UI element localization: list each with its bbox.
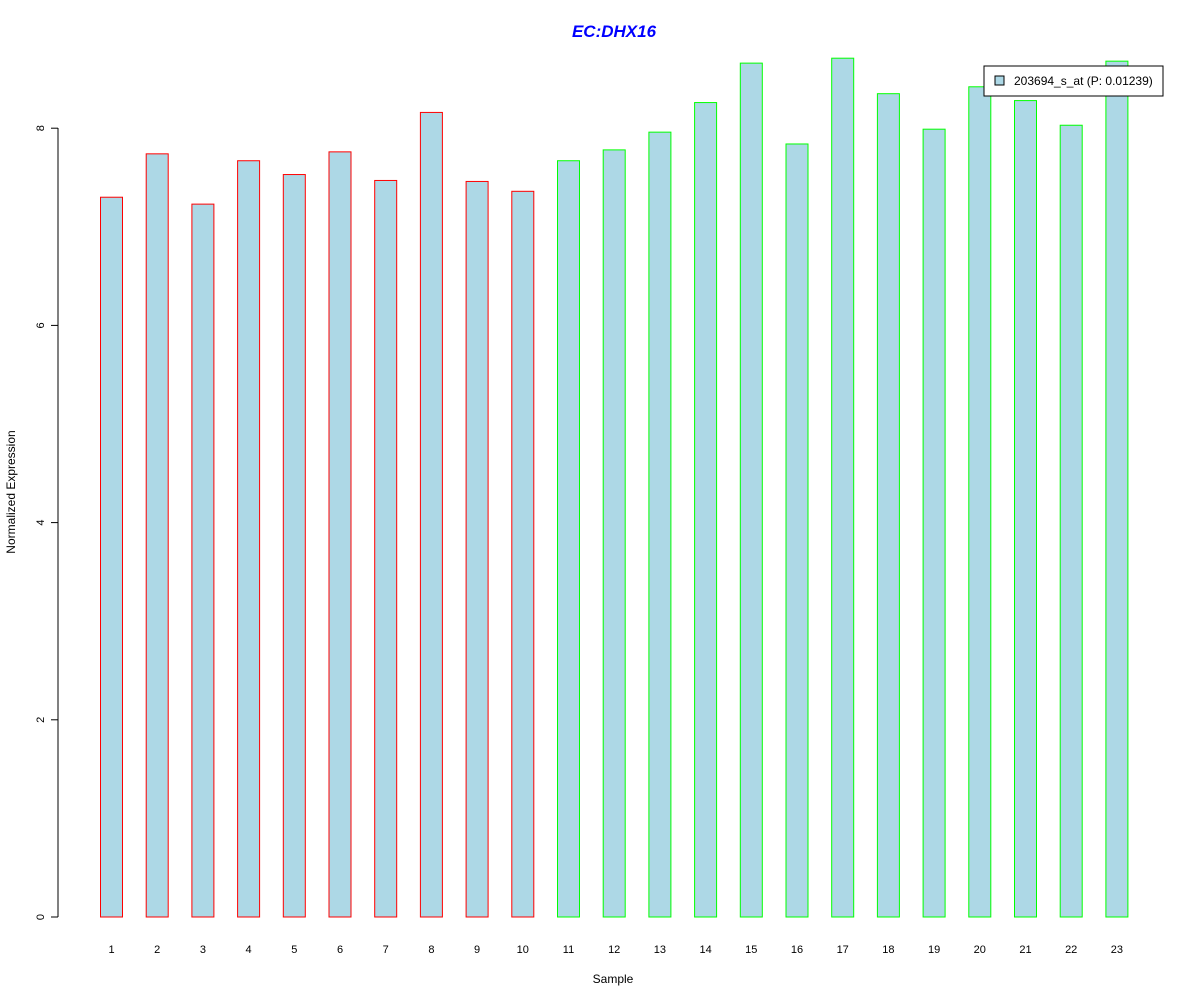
bar-sample-2	[145, 153, 169, 918]
bar-sample-13	[648, 131, 672, 918]
x-tick-label: 16	[791, 944, 803, 956]
bar-sample-6	[328, 151, 352, 918]
y-tick-label: 6	[35, 322, 47, 328]
bar-sample-18	[876, 93, 900, 918]
legend: 203694_s_at (P: 0.01239)	[983, 65, 1164, 97]
x-tick-label: 2	[154, 944, 160, 956]
bar-sample-22	[1059, 124, 1083, 918]
x-axis-title: Sample	[593, 972, 634, 986]
bar-sample-20	[968, 86, 992, 918]
bar-sample-9	[465, 180, 489, 918]
legend-label: 203694_s_at (P: 0.01239)	[1014, 74, 1153, 88]
bar-sample-1	[100, 196, 123, 918]
bar-sample-15	[739, 62, 763, 918]
bar-sample-11	[557, 160, 580, 918]
bar-sample-12	[602, 149, 626, 918]
bar-sample-17	[831, 57, 855, 918]
x-tick-label: 13	[654, 944, 666, 956]
x-tick-label: 7	[383, 944, 389, 956]
bar-sample-23	[1105, 60, 1129, 918]
x-tick-label: 3	[200, 944, 206, 956]
x-tick-label: 19	[928, 944, 940, 956]
y-tick-label: 0	[35, 914, 47, 920]
y-tick-label: 2	[35, 717, 47, 723]
chart-title: EC:DHX16	[572, 22, 657, 41]
x-tick-label: 17	[837, 944, 849, 956]
bar-sample-4	[237, 160, 261, 918]
x-tick-label: 12	[608, 944, 620, 956]
y-tick-label: 4	[35, 520, 47, 526]
x-tick-label: 4	[246, 944, 252, 956]
x-tick-label: 22	[1065, 944, 1077, 956]
x-tick-label: 5	[291, 944, 297, 956]
x-tick-label: 23	[1111, 944, 1123, 956]
x-tick-label: 1	[108, 944, 114, 956]
y-tick-label: 8	[35, 125, 47, 131]
x-tick-label: 10	[517, 944, 529, 956]
bars-group	[100, 57, 1129, 918]
bar-sample-3	[191, 203, 215, 918]
bar-sample-16	[785, 143, 809, 918]
bar-sample-5	[282, 174, 306, 918]
x-tick-label: 21	[1019, 944, 1031, 956]
bar-sample-10	[511, 190, 535, 918]
x-tick-label: 6	[337, 944, 343, 956]
x-tick-label: 20	[974, 944, 986, 956]
legend-box	[983, 65, 1164, 97]
legend-swatch	[994, 75, 1005, 86]
bar-sample-14	[694, 102, 718, 918]
x-tick-label: 11	[563, 944, 574, 956]
y-axis-title: Normalized Expression	[4, 430, 18, 553]
y-axis: 0 2 4 6 8	[35, 125, 59, 920]
x-tick-label: 15	[745, 944, 757, 956]
x-tick-label: 8	[428, 944, 434, 956]
x-tick-label: 18	[882, 944, 894, 956]
x-tick-label: 14	[699, 944, 711, 956]
bar-sample-7	[374, 179, 398, 918]
bar-sample-21	[1014, 100, 1037, 918]
bar-sample-8	[419, 111, 443, 918]
bar-sample-19	[922, 128, 946, 918]
x-tick-label: 9	[474, 944, 480, 956]
x-tick-labels: 1 2 3 4 5 6 7 8 9 10 11 12 13 14 15 16 17 18 19 20 21 22 23	[108, 944, 1123, 956]
